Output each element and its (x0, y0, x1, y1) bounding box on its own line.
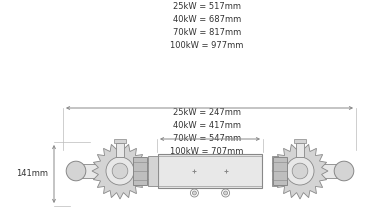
Bar (158, 154, 262, 188)
Circle shape (193, 191, 196, 195)
Bar (114, 139, 126, 143)
Bar (272, 156, 282, 186)
Bar (133, 157, 147, 186)
Circle shape (224, 191, 228, 195)
Bar (294, 139, 306, 143)
Circle shape (112, 163, 128, 179)
Circle shape (66, 161, 86, 181)
Circle shape (334, 161, 354, 181)
Text: 25kW = 517mm
40kW = 687mm
70kW = 817mm
100kW = 977mm: 25kW = 517mm 40kW = 687mm 70kW = 817mm 1… (170, 2, 244, 50)
Circle shape (222, 189, 230, 197)
Polygon shape (272, 143, 328, 199)
Bar (296, 143, 304, 157)
Bar (148, 156, 158, 186)
Circle shape (106, 157, 134, 185)
Text: 141mm: 141mm (16, 170, 48, 178)
Circle shape (292, 163, 308, 179)
Bar (76, 164, 106, 178)
Bar (273, 157, 287, 186)
Text: 25kW = 247mm
40kW = 417mm
70kW = 547mm
100kW = 707mm: 25kW = 247mm 40kW = 417mm 70kW = 547mm 1… (170, 108, 244, 155)
Circle shape (286, 157, 314, 185)
Bar (314, 164, 344, 178)
Circle shape (190, 189, 198, 197)
Polygon shape (92, 143, 148, 199)
Bar (116, 143, 124, 157)
